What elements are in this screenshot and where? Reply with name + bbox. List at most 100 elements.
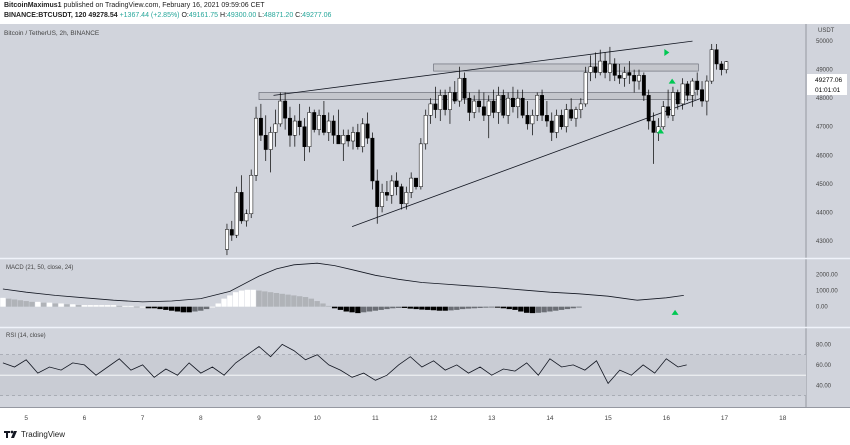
candle-body xyxy=(452,92,457,102)
price-pane[interactable]: 43000 44000 45000 46000 47000 48000 49000 50000 xyxy=(225,39,833,256)
candle-body xyxy=(695,80,700,90)
candle-body xyxy=(418,143,423,187)
candle-body xyxy=(486,100,491,116)
candle-body xyxy=(389,180,394,196)
macd-histogram-bar xyxy=(518,306,524,312)
candle-body xyxy=(544,115,549,122)
candle-body xyxy=(540,95,545,116)
macd-histogram-bar xyxy=(209,306,216,308)
candle-body xyxy=(603,60,608,73)
macd-histogram-bar xyxy=(215,303,221,307)
macd-histogram-bar xyxy=(29,301,35,307)
time-axis[interactable]: 5 6 7 8 9 10 11 12 13 14 15 16 17 18 xyxy=(24,415,786,422)
macd-histogram-bar xyxy=(267,292,274,307)
macd-legend[interactable]: MACD (21, 50, close, 24) xyxy=(6,265,73,271)
macd-histogram-bar xyxy=(157,306,163,310)
signal-arrow-icon xyxy=(664,49,670,57)
candle-body xyxy=(457,77,462,102)
author-name[interactable]: BitcoinMaximus1 xyxy=(4,2,62,9)
candle-body xyxy=(593,66,598,73)
macd-histogram-bar xyxy=(116,305,122,307)
macd-pane[interactable]: 0.00 1000.00 2000.00 xyxy=(0,262,838,315)
candle-body xyxy=(380,192,385,207)
time-tick-label: 18 xyxy=(779,415,787,422)
macd-histogram-bar xyxy=(81,305,88,307)
candle-body xyxy=(448,92,452,110)
macd-histogram-bar xyxy=(58,303,64,307)
candle-body xyxy=(714,49,719,65)
candle-body xyxy=(564,109,569,127)
macd-histogram-bar xyxy=(384,306,390,310)
macd-histogram-bar xyxy=(378,306,384,310)
macd-histogram-bar xyxy=(192,306,198,312)
macd-histogram-bar xyxy=(256,290,262,307)
candle-body xyxy=(229,229,234,236)
macd-histogram-bar xyxy=(99,305,105,307)
candle-body xyxy=(719,63,724,70)
candle-body xyxy=(583,72,588,105)
macd-histogram-bar xyxy=(361,306,367,313)
time-tick-label: 14 xyxy=(546,415,554,422)
candle-body xyxy=(675,92,680,105)
macd-histogram-bar xyxy=(523,306,530,313)
last-price: 49278.54 xyxy=(88,12,118,19)
macd-histogram-bar xyxy=(553,306,559,311)
macd-histogram-bar xyxy=(145,306,152,309)
macd-histogram-bar xyxy=(459,306,466,310)
time-tick-label: 9 xyxy=(257,415,261,422)
tradingview-footer[interactable]: TradingView xyxy=(4,430,65,439)
macd-histogram-bar xyxy=(529,306,536,314)
candle-body xyxy=(622,72,627,79)
macd-histogram-bar xyxy=(512,306,518,310)
macd-histogram-bar xyxy=(390,306,396,309)
candle-body xyxy=(351,132,355,142)
candle-body xyxy=(491,100,496,113)
macd-histogram-bar xyxy=(419,306,425,310)
candle-body xyxy=(288,117,292,136)
macd-histogram-bar xyxy=(535,306,541,313)
main-legend[interactable]: Bitcoin / TetherUS, 2h, BINANCE xyxy=(4,30,100,37)
candle-body xyxy=(685,83,690,96)
signal-arrow-icon xyxy=(668,78,676,84)
candle-body xyxy=(428,103,433,116)
rsi-pane[interactable]: 40.00 60.00 80.00 xyxy=(0,342,832,397)
macd-histogram-bar xyxy=(40,302,47,307)
candle-body xyxy=(661,106,666,127)
candle-body xyxy=(637,75,641,82)
candle-body xyxy=(525,115,530,125)
macd-histogram-bar xyxy=(442,306,448,311)
chart-canvas[interactable]: Bitcoin / TetherUS, 2h, BINANCE MACD (21… xyxy=(0,24,850,429)
candle-body xyxy=(477,100,481,108)
candle-body xyxy=(297,120,302,127)
time-tick-label: 12 xyxy=(430,415,438,422)
price-tick-label: 47000 xyxy=(816,125,833,131)
macd-tick-label: 2000.00 xyxy=(816,272,838,278)
candle-body xyxy=(443,95,448,110)
macd-histogram-bar xyxy=(238,290,245,307)
countdown-box xyxy=(807,85,847,95)
candle-body xyxy=(254,117,258,176)
macd-histogram-bar xyxy=(436,306,443,311)
close-label: C: xyxy=(295,12,303,19)
candle-body xyxy=(370,137,375,182)
high-value: 49300.00 xyxy=(227,12,257,19)
candle-body xyxy=(670,92,675,116)
macd-histogram-bar xyxy=(570,306,576,309)
candle-body xyxy=(346,135,351,142)
candle-body xyxy=(501,95,506,116)
candle-body xyxy=(569,109,574,119)
macd-histogram-bar xyxy=(250,289,256,307)
macd-histogram-bar xyxy=(308,298,315,307)
macd-tick-label: 0.00 xyxy=(816,305,828,311)
horizontal-zone xyxy=(258,92,696,100)
macd-histogram-bar xyxy=(291,295,297,307)
open-value: 49161.75 xyxy=(188,12,219,19)
candle-body xyxy=(632,75,637,82)
candle-body xyxy=(394,180,399,187)
candle-body xyxy=(307,112,312,147)
macd-histogram-bar xyxy=(186,306,192,313)
rsi-legend[interactable]: RSI (14, close) xyxy=(6,333,46,339)
macd-histogram-bar xyxy=(6,298,12,307)
macd-histogram-bar xyxy=(343,306,349,312)
countdown: 01:01:01 xyxy=(815,87,841,94)
